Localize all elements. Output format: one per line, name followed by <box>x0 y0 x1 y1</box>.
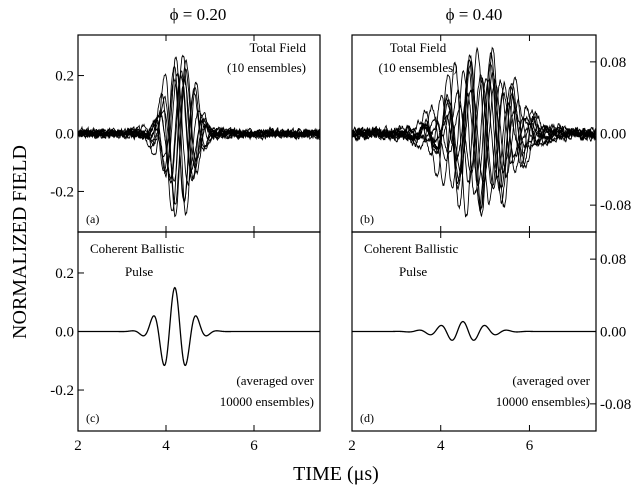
panel-d: 0.08 0.00 -0.08 2 4 6 Coherent Ballistic Pulse (… <box>348 231 631 454</box>
y-tick-label: 0.2 <box>55 266 74 282</box>
panel-a: 0.2 0.0 -0.2 Total Field (10 ensembles) (a) <box>50 34 321 233</box>
y-tick-label: 0.2 <box>55 69 74 85</box>
y-tick-label: 0.0 <box>55 325 74 341</box>
y-tick-label: 0.00 <box>600 127 626 143</box>
annotation-text: Pulse <box>399 264 427 279</box>
y-tick-label: 0.0 <box>55 127 74 143</box>
panel-letter: (a) <box>86 212 99 226</box>
x-tick-label: 2 <box>348 438 356 454</box>
annotation-text: Coherent Ballistic <box>364 241 458 256</box>
series-line <box>352 320 596 341</box>
panel-c: 0.2 0.0 -0.2 2 4 6 Coherent Ballistic Pulse (ave… <box>50 231 321 454</box>
series-line <box>352 78 596 192</box>
y-tick-label: 0.08 <box>600 55 626 71</box>
series-line <box>78 69 320 184</box>
annotation-text: Total Field <box>390 40 447 55</box>
x-tick-label: 4 <box>162 438 170 454</box>
y-axis-label: NORMALIZED FIELD <box>9 145 31 339</box>
annotation-text: (averaged over <box>512 373 590 388</box>
x-tick-label: 6 <box>526 438 534 454</box>
y-tick-label: -0.08 <box>600 198 631 214</box>
panel-letter: (b) <box>360 212 374 226</box>
panel-a-title: ϕ = 0.20 <box>170 5 227 24</box>
y-tick-label: 0.00 <box>600 325 626 341</box>
series-line <box>352 78 596 185</box>
annotation-text: Coherent Ballistic <box>90 241 184 256</box>
panel-b: 0.08 0.00 -0.08 Total Field (10 ensembles) (b… <box>351 34 631 233</box>
annotation-text: (10 ensembles) <box>378 60 457 75</box>
x-axis-label: TIME (μs) <box>293 463 379 485</box>
panel-b-title: ϕ = 0.40 <box>446 5 503 24</box>
annotation-text: Total Field <box>249 40 306 55</box>
panel-letter: (c) <box>86 411 99 425</box>
series-line <box>78 59 320 205</box>
annotation-text: 10000 ensembles) <box>220 394 314 409</box>
annotation-text: (10 ensembles) <box>227 60 306 75</box>
y-tick-label: -0.2 <box>50 184 74 200</box>
x-tick-label: 4 <box>437 438 445 454</box>
annotation-text: Pulse <box>125 264 153 279</box>
annotation-text: (averaged over <box>236 373 314 388</box>
x-tick-label: 2 <box>74 438 82 454</box>
series-line <box>78 286 320 367</box>
annotation-text: 10000 ensembles) <box>496 394 590 409</box>
y-tick-label: -0.2 <box>50 383 74 399</box>
x-tick-label: 6 <box>250 438 258 454</box>
y-tick-label: -0.08 <box>600 397 631 413</box>
y-tick-label: 0.08 <box>600 252 626 268</box>
panel-letter: (d) <box>360 411 374 425</box>
